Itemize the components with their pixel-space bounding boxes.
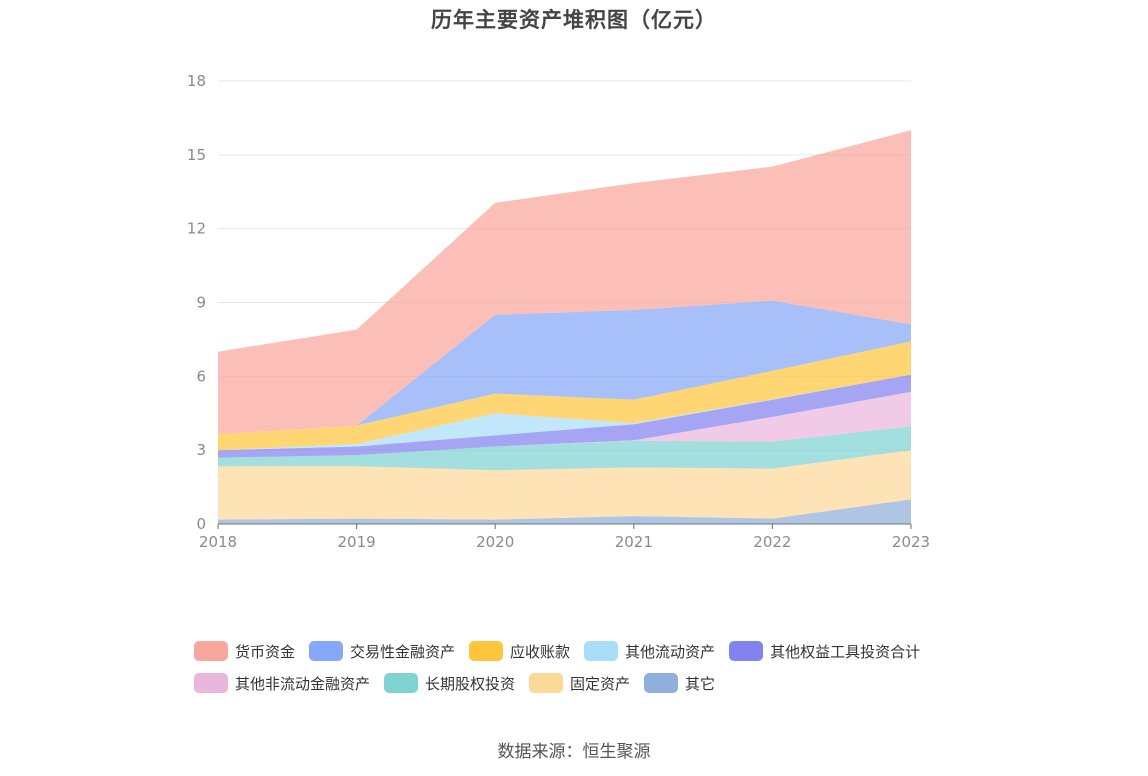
chart-plot: 0 3 6 9 12 15 18 2018 2019 2020 2021 2022 2023 [187,72,930,551]
area-series-2[interactable] [218,426,911,471]
legend-swatch [729,641,764,661]
data-source: 数据来源：恒生聚源 [497,742,651,762]
y-tick-label: 15 [187,146,206,164]
legend-label: 固定资产 [570,674,631,693]
legend-label: 其他权益工具投资合计 [770,642,921,661]
x-tick-label: 2021 [615,533,653,551]
legend-label: 长期股权投资 [425,674,516,693]
legend-item[interactable]: 其它 [644,673,715,694]
legend-swatch [194,673,228,693]
area-series-0[interactable] [218,499,911,524]
chart-title: 历年主要资产堆积图（亿元） [431,8,717,32]
legend-swatch [309,641,344,661]
y-tick-label: 3 [196,441,206,459]
legend-label: 应收账款 [510,642,571,661]
y-tick-label: 0 [196,515,206,533]
legend-item[interactable]: 固定资产 [529,673,630,694]
legend-label: 交易性金融资产 [350,642,456,661]
legend-item[interactable]: 货币资金 [194,641,295,662]
legend-swatch [529,673,564,693]
legend-item[interactable]: 其他非流动金融资产 [194,673,370,694]
legend-swatch [194,641,228,661]
legend-item[interactable]: 交易性金融资产 [309,641,455,662]
legend-row: 货币资金 交易性金融资产 应收账款 其他流动资产 其他权益工具投资合计 [194,640,994,662]
y-tick-label: 18 [187,72,206,90]
legend-swatch [384,673,419,693]
area-series-1[interactable] [218,450,911,520]
legend-item[interactable]: 其他流动资产 [584,641,715,662]
x-tick-label: 2023 [892,533,930,551]
legend-swatch [584,641,619,661]
legend-label: 其他非流动金融资产 [235,674,371,693]
legend-item[interactable]: 其他权益工具投资合计 [729,641,920,662]
area-series-8[interactable] [218,130,911,435]
legend-label: 其它 [685,674,716,693]
x-tick-label: 2018 [199,533,237,551]
area-series-7[interactable] [218,300,911,435]
legend-item[interactable]: 长期股权投资 [384,673,515,694]
legend: 货币资金 交易性金融资产 应收账款 其他流动资产 其他权益工具投资合计其他非流动金融资产… [194,640,994,704]
x-tick-label: 2019 [338,533,376,551]
legend-row: 其他非流动金融资产 长期股权投资 固定资产 其它 [194,672,994,694]
area-series [218,130,911,524]
legend-swatch [644,673,679,693]
y-tick-label: 12 [187,220,206,238]
area-series-6[interactable] [218,341,911,451]
area-series-3[interactable] [218,391,911,458]
legend-label: 其他流动资产 [625,642,716,661]
legend-item[interactable]: 应收账款 [469,641,570,662]
legend-label: 货币资金 [235,642,296,661]
legend-swatch [469,641,504,661]
area-series-4[interactable] [218,374,911,458]
x-tick-label: 2022 [753,533,791,551]
y-tick-label: 9 [196,294,206,312]
y-tick-label: 6 [196,367,206,385]
axes: 0 3 6 9 12 15 18 2018 2019 2020 2021 2022 2023 [187,72,930,551]
x-tick-label: 2020 [476,533,514,551]
